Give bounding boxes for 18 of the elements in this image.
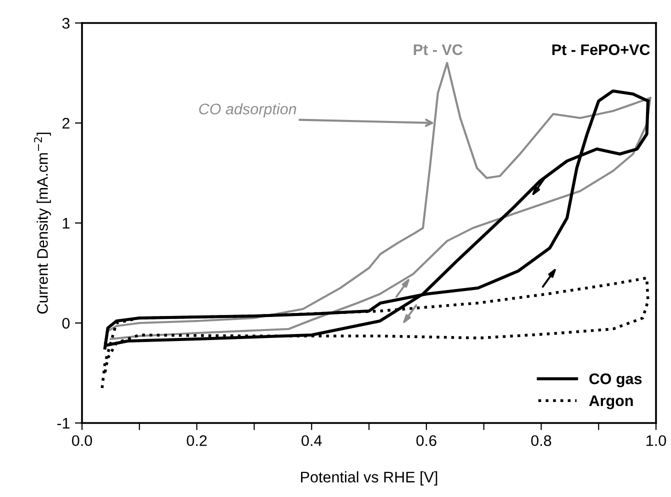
- y-tick-label: 3: [62, 18, 70, 29]
- x-tick-label: 0.8: [531, 435, 552, 446]
- x-tick-label: 0.0: [72, 435, 92, 446]
- annotation: CO adsorption: [199, 103, 296, 118]
- x-tick-label: 0.6: [416, 435, 436, 446]
- legend-label: Argon: [589, 396, 633, 410]
- x-tick-label: 0.4: [302, 435, 322, 446]
- x-tick-label: 1.0: [646, 435, 666, 446]
- annotation: Pt - VC: [414, 44, 462, 56]
- x-tick-label: 0.2: [186, 435, 207, 446]
- y-tick-label: 1: [62, 218, 70, 229]
- legend-label: CO gas: [589, 373, 642, 388]
- y-tick-label: 0: [62, 318, 70, 329]
- annotation: Pt - FePO+VC: [552, 44, 650, 56]
- y-tick-label: 2: [62, 118, 70, 129]
- y-axis-title: Current Density [mA.cm$^{−2}$]: [34, 132, 51, 314]
- x-axis-title: Potential vs RHE [V]: [301, 471, 438, 486]
- y-tick-label: -1: [57, 418, 70, 429]
